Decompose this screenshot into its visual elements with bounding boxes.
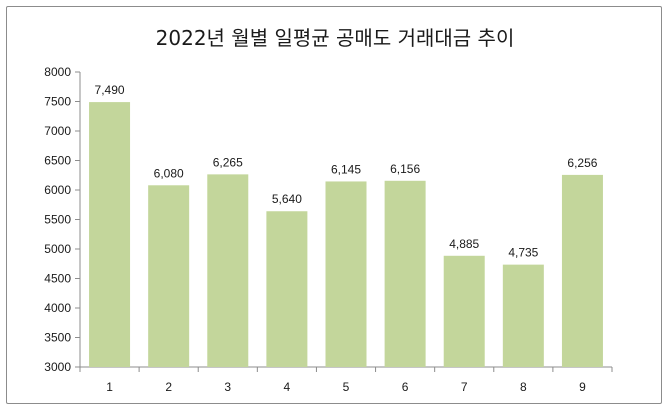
bar-8	[502, 264, 544, 367]
y-tick-label: 6500	[44, 154, 71, 168]
x-tick-label: 6	[402, 380, 409, 394]
y-tick-label: 3500	[44, 331, 71, 345]
bar-1	[89, 102, 131, 367]
x-tick-label: 7	[461, 380, 468, 394]
bar-6	[384, 180, 426, 367]
bar-7	[443, 255, 485, 367]
data-label: 6,256	[567, 156, 597, 170]
y-tick-label: 7000	[44, 124, 71, 138]
y-tick-label: 6000	[44, 183, 71, 197]
x-tick-label: 1	[106, 380, 113, 394]
x-tick-label: 4	[284, 380, 291, 394]
data-label: 6,080	[154, 166, 184, 180]
bar-2	[148, 185, 190, 367]
x-tick-label: 2	[165, 380, 172, 394]
data-label: 6,145	[331, 162, 361, 176]
bar-5	[325, 181, 367, 367]
y-tick-label: 4500	[44, 272, 71, 286]
x-tick-label: 3	[224, 380, 231, 394]
y-tick-label: 3000	[44, 360, 71, 374]
bar-9	[561, 174, 603, 367]
bar-4	[266, 211, 308, 367]
data-label: 4,735	[508, 246, 538, 260]
y-tick-label: 5000	[44, 242, 71, 256]
y-tick-label: 8000	[44, 65, 71, 79]
y-tick-label: 5500	[44, 213, 71, 227]
x-tick-label: 5	[343, 380, 350, 394]
data-label: 6,265	[213, 155, 243, 169]
bar-3	[207, 174, 249, 367]
y-tick-label: 7500	[44, 95, 71, 109]
x-tick-label: 9	[579, 380, 586, 394]
y-tick-label: 4000	[44, 301, 71, 315]
data-label: 7,490	[95, 83, 125, 97]
chart-title: 2022년 월별 일평균 공매도 거래대금 추이	[155, 26, 515, 50]
data-label: 6,156	[390, 162, 420, 176]
x-tick-label: 8	[520, 380, 527, 394]
data-label: 4,885	[449, 237, 479, 251]
data-label: 5,640	[272, 192, 302, 206]
